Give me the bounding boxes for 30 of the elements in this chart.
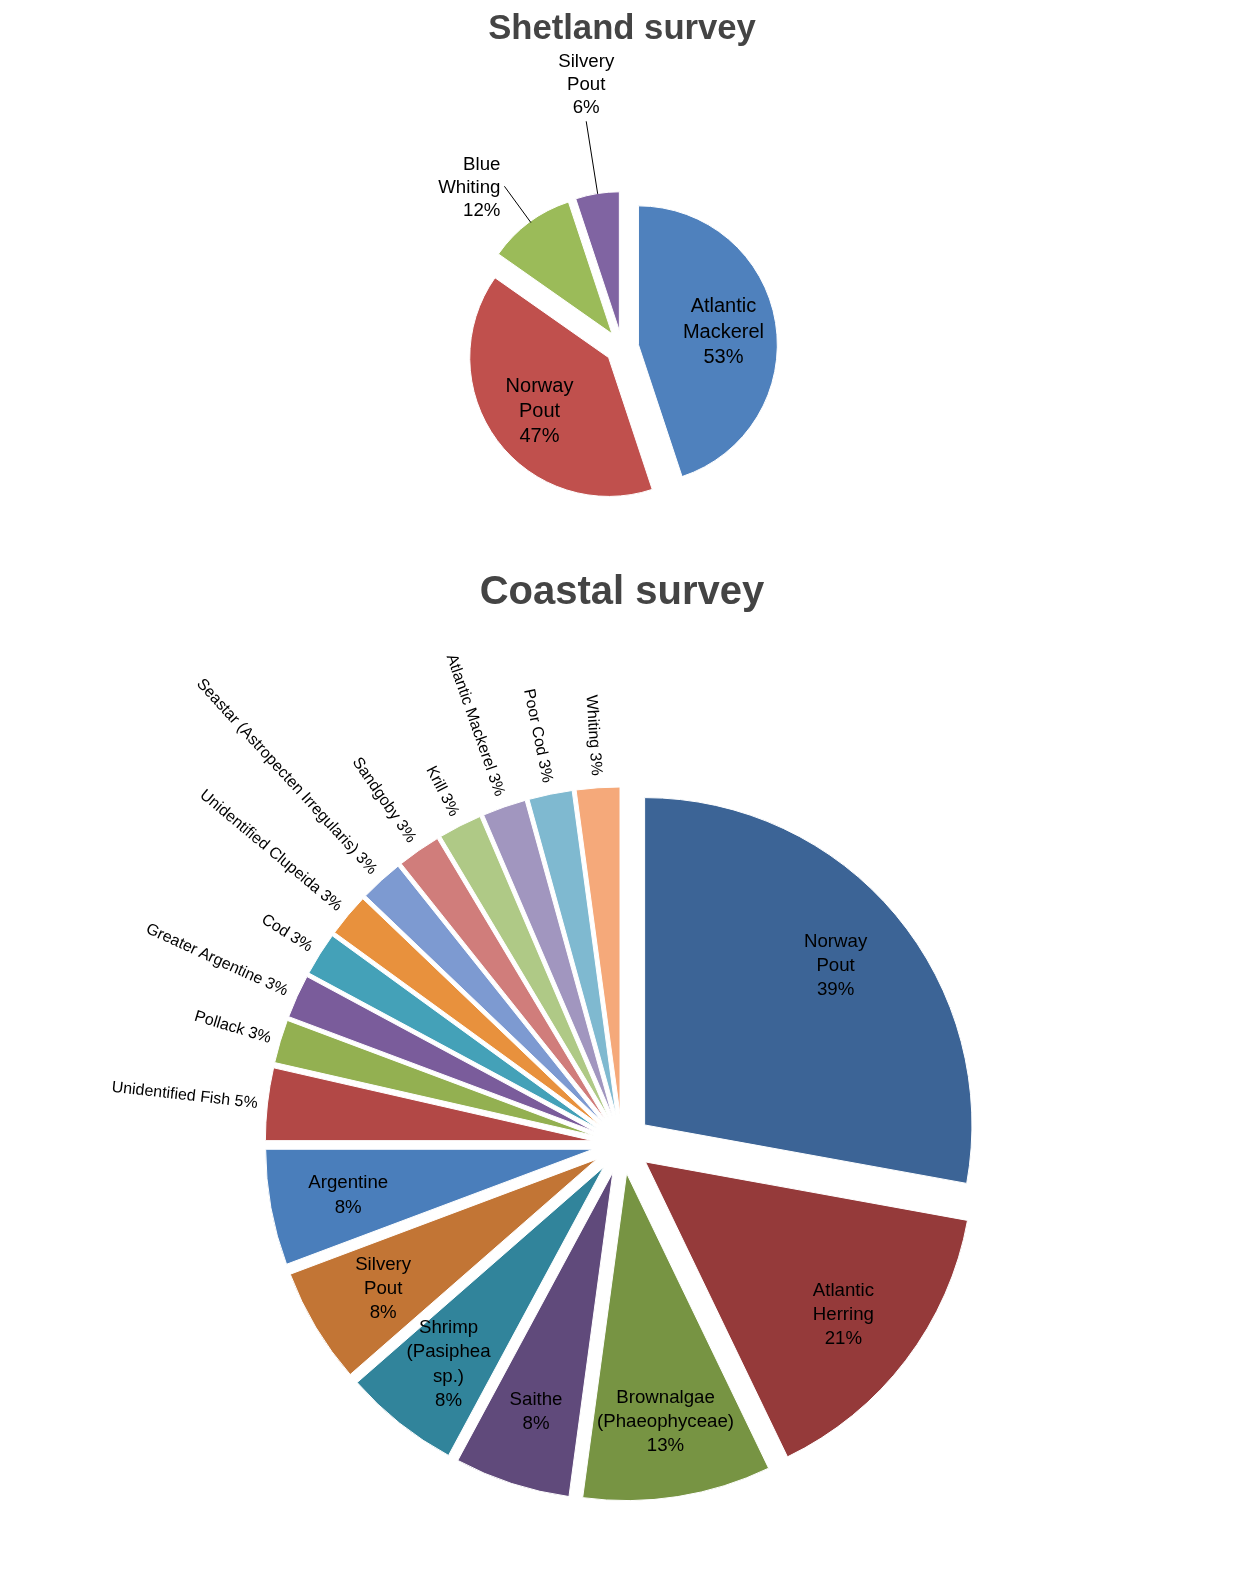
slice-label: Whiting 3% xyxy=(583,694,606,777)
data-label: 53% xyxy=(703,345,744,368)
slice-label: Atlantic Mackerel xyxy=(682,294,765,342)
data-label: 39% xyxy=(816,978,855,1000)
slice-label: Poor Cod 3% xyxy=(521,687,557,784)
data-label: 8% xyxy=(522,1412,550,1434)
slice-label: Unidentified Fish 5% xyxy=(110,1077,259,1112)
slice-label: Silvery Pout xyxy=(355,1253,412,1299)
slice-label: Shrimp (Pasiphea sp.) xyxy=(406,1316,492,1386)
slice-label: Krill 3% xyxy=(423,762,464,819)
chart-title: Shetland survey xyxy=(488,7,757,46)
data-label: 47% xyxy=(519,424,560,447)
slice-label: Blue Whiting xyxy=(438,152,501,197)
slice-label: Atlantic Herring xyxy=(812,1279,874,1325)
chart-title: Coastal survey xyxy=(479,567,766,612)
slice-label: Pollack 3% xyxy=(192,1006,274,1046)
slice-label: Saithe xyxy=(509,1387,563,1409)
slice-label: Brownalgae (Phaeophyceae) xyxy=(597,1386,734,1432)
data-label: 12% xyxy=(463,198,501,220)
slice-label: Cod 3% xyxy=(258,910,317,955)
data-label: 8% xyxy=(369,1301,397,1323)
data-label: 6% xyxy=(572,96,600,118)
slice-label: Silvery Pout xyxy=(558,50,615,95)
slice-label: Norway Pout xyxy=(803,929,868,975)
slice-label: Argentine xyxy=(308,1171,389,1193)
data-label: 8% xyxy=(334,1195,362,1217)
slice-label: Norway Pout xyxy=(505,373,574,421)
data-label: 21% xyxy=(824,1327,863,1349)
data-label: 13% xyxy=(646,1434,685,1456)
data-label: 8% xyxy=(435,1388,462,1410)
